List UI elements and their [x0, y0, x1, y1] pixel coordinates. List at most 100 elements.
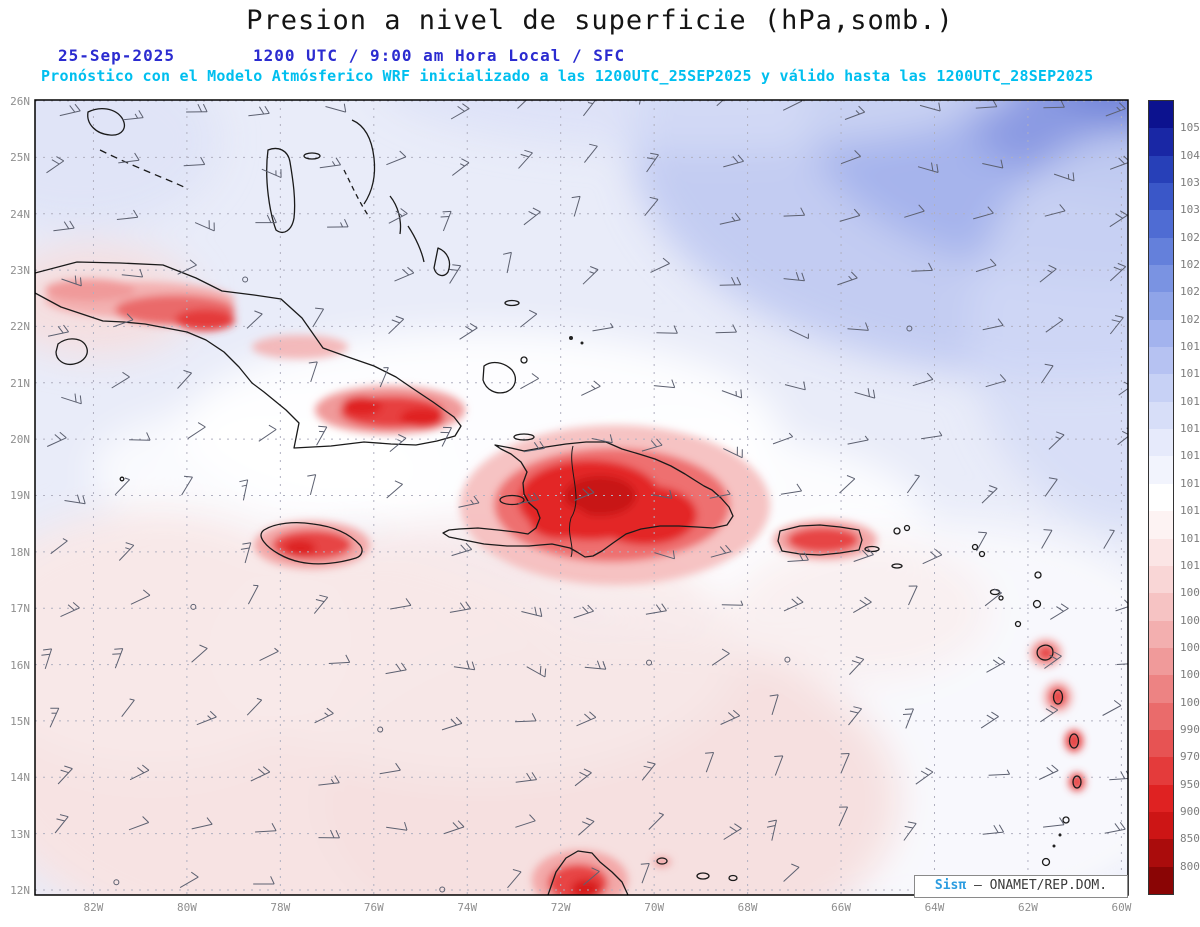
coastlines-layer: [35, 107, 1082, 895]
colorbar-value-label: 1000: [1180, 695, 1200, 709]
colorbar-cell: [1149, 456, 1173, 484]
lat-tick-label: 26N: [10, 95, 30, 108]
map-border: [34, 99, 1129, 896]
colorbar-cell: [1149, 593, 1173, 621]
virgin-islands-islet: [893, 527, 901, 535]
pressure-colorbar: [1148, 100, 1174, 895]
lat-tick-label: 22N: [10, 320, 30, 334]
lat-tick-label: 16N: [10, 658, 30, 672]
lat-tick-label: 12N: [10, 883, 30, 897]
new-providence-island: [303, 152, 321, 160]
lon-tick-label: 76W: [363, 901, 384, 914]
barbuda-islet: [1034, 571, 1042, 579]
colorbar-cell: [1149, 319, 1173, 348]
colorbar-cell: [1149, 620, 1173, 648]
lon-tick-label: 68W: [737, 901, 758, 914]
page-title: Presion a nivel de superficie (hPa,somb.…: [246, 5, 954, 36]
st-croix-island: [891, 563, 903, 569]
lon-tick-label: 62W: [1018, 901, 1038, 914]
colorbar-cell: [1149, 101, 1173, 129]
lon-tick-label: 66W: [831, 901, 851, 914]
cuba-coastline: [35, 261, 462, 449]
gonave-island: [499, 494, 525, 506]
model-init-note: Pronóstico con el Modelo Atmósferico WRF…: [41, 67, 1094, 85]
colorbar-cell: [1149, 729, 1173, 758]
dominica-coastline: [1052, 689, 1064, 705]
lat-tick-label: 15N: [10, 714, 30, 728]
colorbar-cell: [1149, 401, 1173, 430]
st-vincent-islet: [1062, 816, 1070, 824]
colorbar-cell: [1149, 347, 1173, 375]
colorbar-value-label: 1004: [1180, 640, 1200, 654]
little-inagua-island: [520, 356, 528, 364]
colorbar-value-label: 1015: [1180, 449, 1200, 463]
lat-tick-label: 13N: [10, 827, 30, 841]
colorbar-value-label: 1050: [1180, 121, 1200, 135]
colorbar-cell: [1149, 155, 1173, 184]
colorbar-value-label: 1012: [1180, 531, 1200, 545]
antigua-islet: [1032, 599, 1042, 609]
caicos-islet: [569, 336, 573, 340]
virgin-islands-islet: [903, 524, 911, 532]
lat-tick-label: 17N: [10, 602, 30, 616]
colorbar-cell: [1149, 210, 1173, 238]
colorbar-value-label: 1010: [1180, 558, 1200, 572]
colorbar-value-label: 1006: [1180, 613, 1200, 627]
colorbar-cell: [1149, 784, 1173, 812]
lon-tick-label: 74W: [457, 901, 478, 914]
colorbar-cell: [1149, 538, 1173, 566]
haiti-dr-border: [568, 445, 577, 558]
colorbar-cell: [1149, 647, 1173, 676]
colorbar-value-label: 1020: [1180, 312, 1200, 326]
guadeloupe-coastline: [1036, 644, 1054, 661]
colorbar-value-label: 900: [1180, 804, 1200, 818]
mayaguana-island: [504, 299, 520, 307]
colorbar-value-label: 850: [1180, 832, 1200, 846]
lon-tick-label: 82W: [83, 901, 104, 914]
st-lucia-coastline: [1072, 775, 1082, 789]
colorbar-cell: [1149, 265, 1173, 293]
great-inagua-coastline: [482, 361, 517, 394]
sispi-brand: Sisπ: [934, 878, 967, 893]
colorbar-cell: [1149, 429, 1173, 457]
lat-tick-label: 18N: [10, 545, 30, 559]
lat-tick-label: 19N: [10, 489, 30, 503]
colorbar-value-label: 950: [1180, 777, 1200, 791]
colorbar-cell: [1149, 702, 1173, 730]
colorbar-cell: [1149, 866, 1173, 894]
curacao-island: [696, 872, 710, 880]
cayman-islet: [119, 476, 125, 482]
lat-tick-label: 23N: [10, 264, 30, 278]
colorbar-cell: [1149, 839, 1173, 867]
lat-tick-label: 21N: [10, 376, 30, 390]
colorbar-value-label: 1019: [1180, 340, 1200, 354]
forecast-date: 25-Sep-2025: [58, 46, 175, 65]
forecast-time: 1200 UTC / 9:00 am Hora Local / SFC: [253, 46, 626, 65]
colorbar-value-label: 1013: [1180, 504, 1200, 518]
lon-tick-label: 64W: [924, 901, 945, 914]
nevis-islet: [998, 595, 1004, 601]
colorbar-value-label: 1022: [1180, 285, 1200, 299]
andros-island-coastline: [266, 147, 296, 233]
colorbar-cell: [1149, 675, 1173, 703]
colorbar-value-label: 1025: [1180, 258, 1200, 272]
colorbar-value-label: 1017: [1180, 394, 1200, 408]
lon-tick-label: 72W: [550, 901, 571, 914]
grenada-islet: [1041, 857, 1051, 867]
colorbar-value-label: 1016: [1180, 422, 1200, 436]
pressure-colorbar-labels: 1050 1040 1035 1030 1028 1025 1022 1020 1019 1018…: [1180, 100, 1200, 895]
colorbar-value-label: 970: [1180, 750, 1200, 764]
colorbar-value-label: 1008: [1180, 586, 1200, 600]
colorbar-value-label: 800: [1180, 859, 1200, 873]
credit-text: — ONAMET/REP.DOM.: [966, 878, 1108, 893]
tortuga-island: [513, 433, 535, 441]
credit-box: Sisπ — ONAMET/REP.DOM.: [914, 875, 1128, 898]
colorbar-value-label: 990: [1180, 722, 1200, 736]
st-martin-islet: [978, 550, 986, 558]
lat-tick-label: 14N: [10, 771, 30, 785]
colorbar-cell: [1149, 128, 1173, 156]
exuma-chain: [343, 169, 371, 219]
guajira-peninsula-coastline: [547, 850, 629, 895]
lon-tick-label: 78W: [270, 901, 291, 914]
